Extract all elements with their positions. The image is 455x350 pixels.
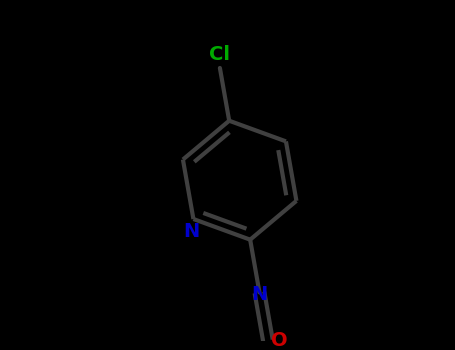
Text: N: N (183, 222, 200, 241)
Text: N: N (251, 285, 268, 304)
Text: O: O (271, 331, 288, 350)
Text: Cl: Cl (209, 45, 230, 64)
